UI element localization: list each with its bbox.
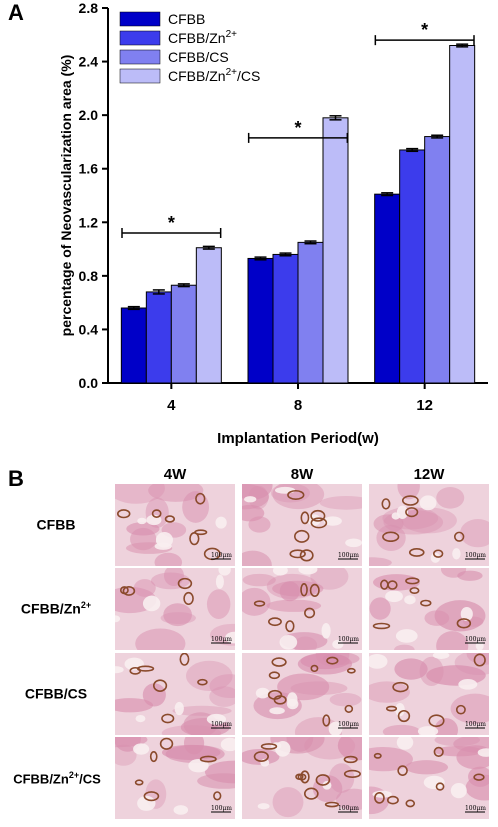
bar-cfbb-cs-4 (170, 284, 197, 384)
row-header-cfbb-zn-cs: CFBB/Zn2+/CS (13, 770, 101, 787)
scale-bar-label: 100μm (210, 721, 232, 728)
column-header-12w: 12W (413, 466, 445, 483)
micrograph-12w-row3: 100μm (369, 653, 489, 735)
scale-bar-label: 100μm (210, 805, 232, 812)
legend-label: CFBB/Zn2+ (168, 29, 237, 46)
micrograph-8w-row4: 100μm (242, 737, 362, 819)
bar-cfbb-cs-8 (297, 241, 324, 384)
x-tick-label-4: 4 (167, 397, 176, 414)
tissue-section-image (369, 737, 489, 819)
bar-cfbb-zn2--4 (145, 291, 172, 384)
tissue-section-image (369, 568, 489, 650)
micrograph-8w-row3: 100μm (242, 653, 362, 735)
bar-cfbb-12 (374, 193, 401, 384)
tissue-section-image (369, 653, 489, 735)
neovascularization-bar-chart: 0.0 0.4 0.8 1.2 1.6 2.0 2.4 2.8 percentage of Ne… (58, 0, 488, 447)
tissue-section-image (242, 737, 362, 819)
scale-bar-label: 100μm (210, 636, 232, 643)
row-header-cfbb-cs: CFBB/CS (24, 685, 88, 702)
tissue-section-image (242, 484, 362, 566)
column-header-8w: 8W (290, 466, 314, 483)
bar-cfbb-zn2-cs-4 (195, 247, 222, 384)
tissue-section-image (115, 568, 235, 650)
y-tick-label: 0.0 (79, 375, 99, 391)
y-tick-label: 0.8 (79, 268, 99, 284)
micrograph-4w-row3: 100μm (115, 653, 235, 735)
bar-cfbb-zn2--12 (399, 149, 426, 384)
panel-b: B 4W 8W 12W CFBB CFBB/Zn2+ CFBB/CS CFBB/… (0, 460, 498, 827)
bar-cfbb-8 (247, 257, 274, 384)
legend-label: CFBB/Zn2+/CS (168, 67, 260, 84)
tissue-section-image (115, 737, 235, 819)
y-axis-label: percentage of Neovascularization area (%… (58, 55, 74, 337)
micrograph-4w-row1: 100μm (115, 484, 235, 566)
x-axis-label: Implantation Period(w) (217, 430, 379, 447)
legend-label: CFBB/CS (168, 49, 229, 65)
panel-a: A 0.0 0.4 0.8 1.2 1.6 2.0 2.4 2.8 percentage of … (8, 0, 488, 447)
micrograph-4w-row2: 100μm (115, 568, 235, 650)
micrograph-8w-row2: 100μm (242, 568, 362, 650)
legend-swatch (119, 49, 161, 65)
row-header-cfbb-zn: CFBB/Zn2+ (20, 600, 92, 617)
tissue-section-image (369, 484, 489, 566)
significance-star: * (294, 118, 301, 138)
scale-bar-label: 100μm (337, 552, 359, 559)
scale-bar-label: 100μm (337, 721, 359, 728)
y-tick-label: 2.8 (79, 0, 99, 16)
legend-swatch (119, 68, 161, 84)
scale-bar-label: 100μm (464, 721, 486, 728)
scale-bar-label: 100μm (464, 805, 486, 812)
y-tick-label: 0.4 (79, 321, 99, 337)
tissue-section-image (242, 568, 362, 650)
y-tick-label: 2.0 (79, 107, 99, 123)
micrograph-12w-row4: 100μm (369, 737, 489, 819)
y-tick-label: 1.6 (79, 161, 99, 177)
bar-cfbb-zn2-cs-12 (449, 45, 476, 384)
scale-bar-label: 100μm (464, 636, 486, 643)
bar-cfbb-cs-12 (424, 136, 451, 384)
tissue-section-image (242, 653, 362, 735)
legend-swatch (119, 30, 161, 46)
significance-star: * (168, 213, 175, 233)
micrograph-12w-row1: 100μm (369, 484, 489, 566)
scale-bar-label: 100μm (337, 636, 359, 643)
micrograph-4w-row4: 100μm (115, 737, 235, 819)
x-tick-label-8: 8 (294, 397, 302, 414)
column-header-4w: 4W (163, 466, 187, 483)
scale-bar-label: 100μm (337, 805, 359, 812)
tissue-section-image (115, 484, 235, 566)
bar-cfbb-4 (120, 307, 147, 384)
y-tick-label: 2.4 (79, 54, 99, 70)
scale-bar-label: 100μm (464, 552, 486, 559)
legend-label: CFBB (168, 11, 205, 27)
bar-cfbb-zn2--8 (272, 253, 299, 384)
scale-bar-label: 100μm (210, 552, 232, 559)
bar-cfbb-zn2-cs-8 (322, 117, 349, 384)
tissue-section-image (115, 653, 235, 735)
micrograph-8w-row1: 100μm (242, 484, 362, 566)
significance-star: * (421, 20, 428, 40)
x-tick-label-12: 12 (416, 397, 433, 414)
legend-swatch (119, 11, 161, 27)
row-header-cfbb: CFBB (36, 516, 76, 533)
panel-a-letter: A (8, 0, 24, 25)
micrograph-12w-row2: 100μm (369, 568, 489, 650)
panel-b-letter: B (8, 466, 24, 491)
y-tick-label: 1.2 (79, 214, 99, 230)
